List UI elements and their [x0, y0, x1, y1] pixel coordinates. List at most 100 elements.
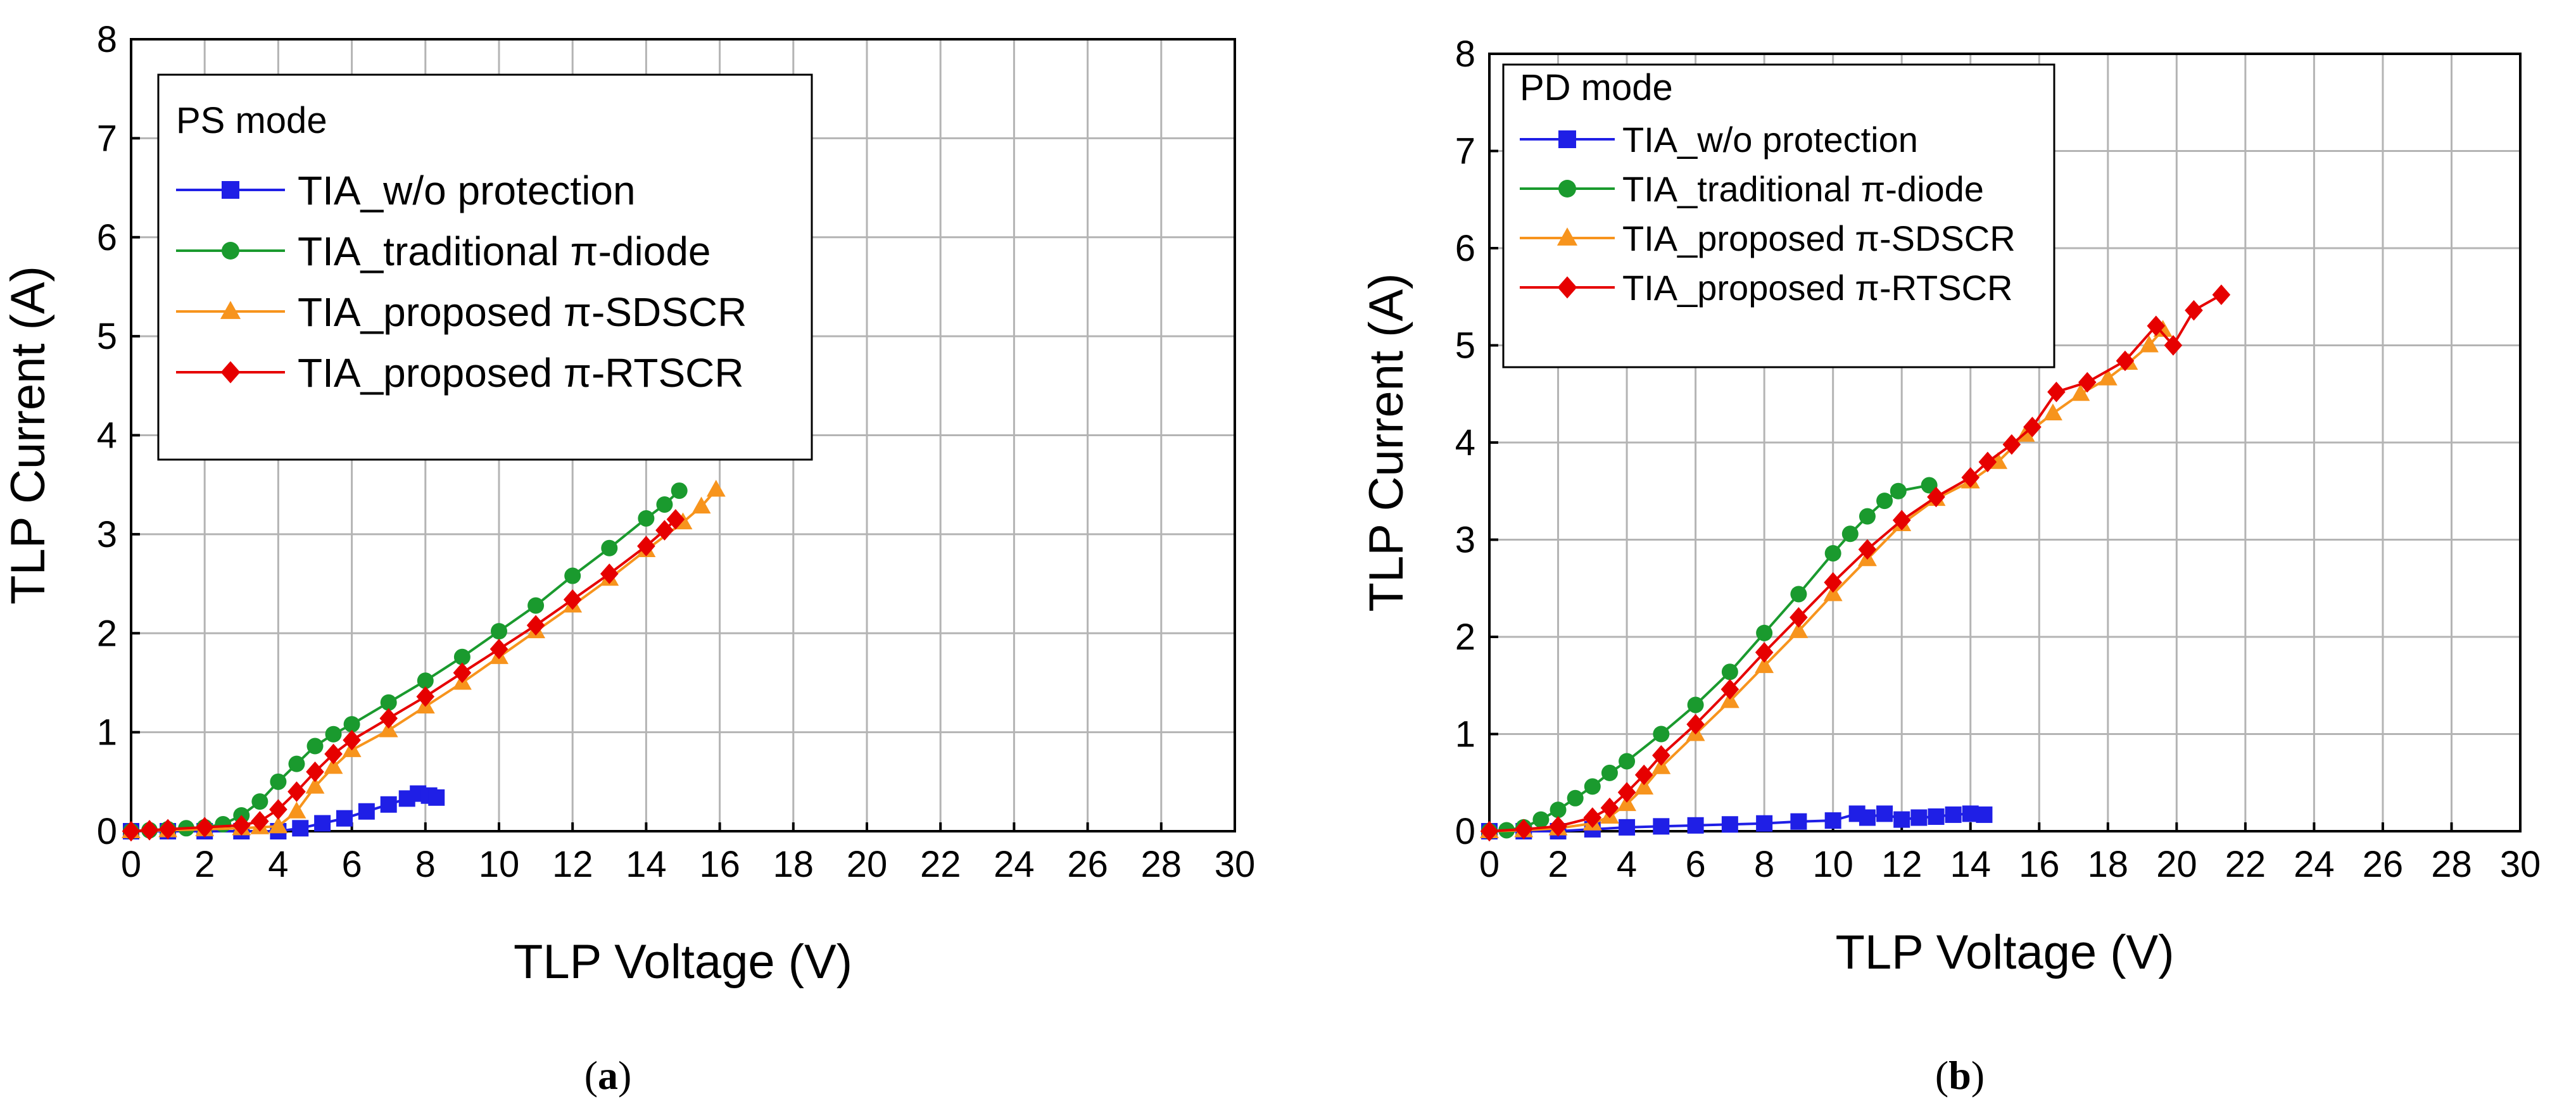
y-tick-label: 5 — [1455, 325, 1475, 367]
data-point — [287, 801, 306, 819]
data-point — [158, 819, 177, 840]
data-point — [1567, 789, 1584, 807]
data-point — [325, 725, 342, 743]
legend-marker — [1556, 227, 1578, 246]
data-point — [251, 793, 268, 810]
data-point — [1755, 642, 1774, 663]
data-point — [1687, 696, 1704, 713]
caption-letter: b — [1948, 1053, 1971, 1098]
legend-marker — [220, 361, 241, 384]
data-point — [2098, 368, 2118, 386]
data-point — [1927, 486, 1945, 508]
y-axis-title: TLP Current (A) — [1360, 273, 1413, 612]
data-point — [2139, 335, 2159, 353]
legend-entry-label: TIA_w/o protection — [1622, 120, 1918, 160]
y-tick-label: 4 — [97, 415, 117, 456]
data-point — [453, 662, 472, 684]
data-point — [343, 716, 360, 733]
caption-open-paren: ( — [584, 1053, 598, 1098]
legend-marker — [220, 301, 241, 319]
x-tick-label: 0 — [121, 844, 141, 885]
legend-entry-label: TIA_traditional π-diode — [298, 229, 711, 274]
legend-entry-label: TIA_proposed π-SDSCR — [298, 289, 747, 335]
data-point — [1790, 586, 1807, 603]
data-point — [288, 755, 305, 772]
x-tick-label: 24 — [2294, 844, 2335, 885]
x-tick-label: 6 — [1685, 844, 1705, 885]
data-point — [1721, 663, 1738, 681]
y-tick-label: 6 — [1455, 228, 1475, 269]
x-tick-label: 20 — [2156, 844, 2197, 885]
data-point — [1756, 624, 1773, 641]
data-point — [251, 811, 269, 832]
y-tick-label: 7 — [97, 118, 117, 159]
data-point — [1653, 725, 1670, 743]
data-point — [417, 672, 434, 689]
x-tick-label: 26 — [1067, 844, 1108, 885]
data-point — [195, 817, 214, 838]
data-point — [1550, 801, 1567, 819]
y-tick-label: 5 — [97, 316, 117, 357]
y-tick-label: 7 — [1455, 131, 1475, 172]
data-point — [379, 708, 398, 729]
y-tick-label: 3 — [97, 514, 117, 555]
y-tick-label: 8 — [1455, 34, 1475, 75]
legend: PD mode TIA_w/o protection TIA_traditional… — [1502, 63, 2055, 368]
data-point — [1921, 477, 1938, 494]
data-point — [270, 773, 287, 790]
panel-caption: (a) — [584, 1053, 632, 1098]
series-1 — [1481, 477, 1938, 839]
data-point — [1790, 813, 1807, 830]
legend-entry-label: TIA_w/o protection — [298, 168, 636, 213]
data-point — [2147, 315, 2166, 337]
data-point — [306, 738, 324, 755]
data-point — [666, 509, 685, 530]
data-point — [1652, 745, 1670, 766]
data-point — [2185, 299, 2203, 321]
data-point — [2043, 403, 2062, 420]
x-tick-label: 14 — [626, 844, 667, 885]
data-point — [336, 810, 353, 827]
y-tick-label: 0 — [97, 811, 117, 852]
data-point — [380, 796, 397, 813]
x-tick-label: 4 — [1617, 844, 1637, 885]
y-tick-label: 0 — [1455, 811, 1475, 852]
data-point — [428, 789, 445, 806]
data-point — [2164, 335, 2183, 356]
data-point — [489, 639, 508, 660]
data-point — [324, 743, 343, 765]
caption-open-paren: ( — [1935, 1053, 1948, 1098]
data-point — [600, 563, 619, 584]
data-point — [379, 720, 398, 738]
data-point — [1720, 679, 1739, 700]
data-point — [453, 648, 470, 665]
data-point — [1549, 816, 1567, 837]
x-tick-label: 2 — [194, 844, 215, 885]
data-point — [324, 757, 343, 774]
data-point — [1910, 809, 1928, 826]
data-point — [232, 815, 251, 836]
data-point — [706, 479, 726, 497]
data-point — [1859, 508, 1876, 525]
data-point — [1617, 782, 1636, 803]
caption-close-paren: ) — [618, 1053, 631, 1098]
x-tick-label: 8 — [415, 844, 436, 885]
x-tick-label: 22 — [2225, 844, 2266, 885]
data-point — [140, 820, 159, 841]
data-point — [1824, 544, 1841, 562]
data-point — [1892, 510, 1911, 531]
panel-caption: (b) — [1935, 1053, 1985, 1098]
data-point — [1858, 539, 1877, 560]
caption-letter: a — [598, 1053, 618, 1098]
x-tick-label: 30 — [1215, 844, 1256, 885]
data-point — [1634, 764, 1653, 786]
x-tick-label: 24 — [994, 844, 1035, 885]
data-point — [601, 539, 618, 556]
data-point — [380, 694, 397, 711]
x-tick-label: 18 — [2088, 844, 2129, 885]
legend-marker — [1557, 276, 1577, 299]
legend-title: PD mode — [1520, 67, 1673, 108]
data-point — [292, 820, 309, 837]
y-axis-title: TLP Current (A) — [1, 266, 55, 605]
data-point — [564, 567, 581, 584]
